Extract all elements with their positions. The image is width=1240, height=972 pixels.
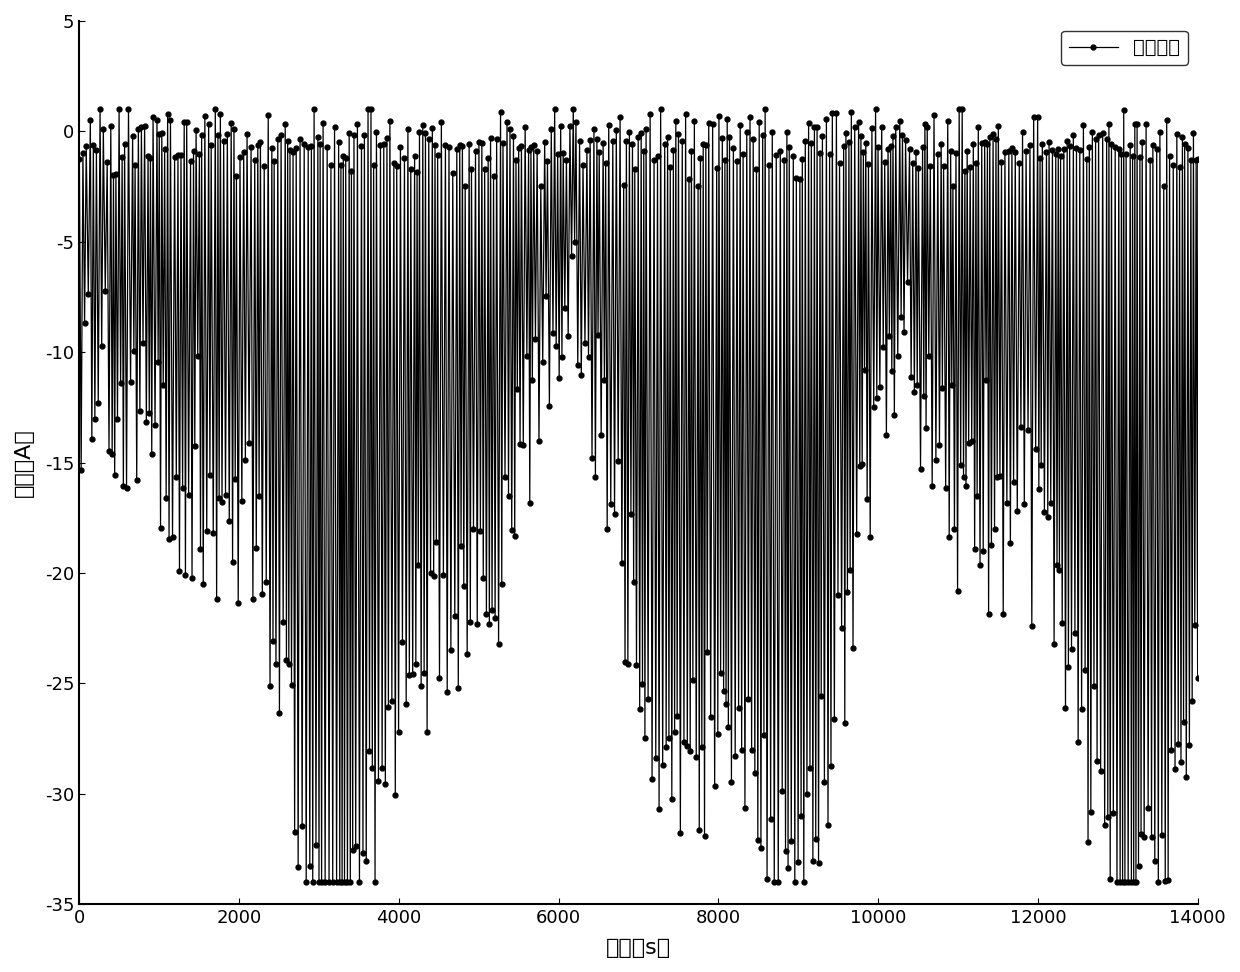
放电电流 — [93, 103, 108, 115]
放电电流 — [655, 759, 670, 771]
X-axis label: 时间（s）: 时间（s） — [606, 938, 671, 958]
放电电流 — [299, 876, 314, 887]
放电电流 — [451, 682, 466, 694]
放电电流 — [867, 400, 882, 412]
Legend: 放电电流: 放电电流 — [1061, 30, 1188, 65]
放电电流 — [1190, 154, 1205, 165]
放电电流 — [773, 145, 787, 156]
放电电流 — [1073, 144, 1087, 156]
放电电流 — [72, 154, 87, 165]
Y-axis label: 电流（A）: 电流（A） — [14, 428, 33, 497]
Line: 放电电流: 放电电流 — [77, 107, 1200, 885]
放电电流 — [719, 698, 734, 710]
